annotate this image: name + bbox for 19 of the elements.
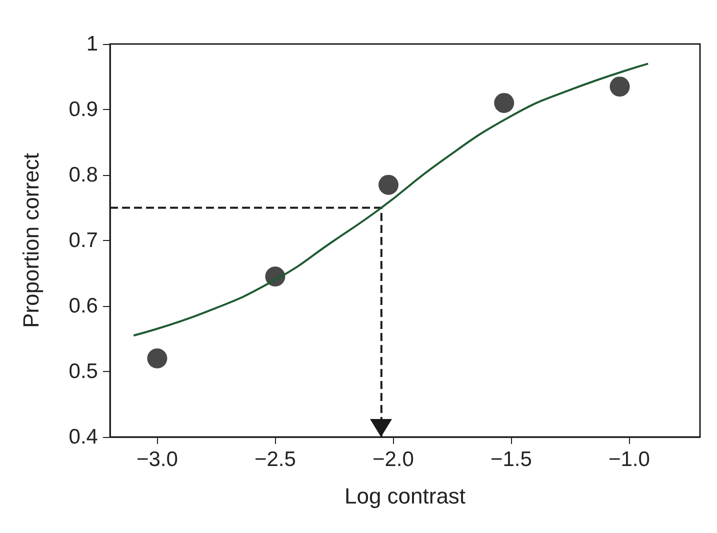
x-axis-title: Log contrast [344, 484, 466, 508]
x-tick-label: −2.5 [254, 448, 296, 471]
x-tick-label: −2.0 [372, 448, 414, 471]
y-tick-label: 0.7 [68, 229, 98, 252]
y-tick-label: 0.4 [68, 426, 98, 448]
point [378, 174, 398, 195]
y-tick-label: 0.8 [68, 164, 98, 186]
point [147, 348, 168, 368]
y-axis-title: Proportion correct [18, 153, 44, 328]
y-tick-label: 0.9 [68, 98, 98, 121]
x-tick-label: −3.0 [136, 448, 178, 471]
y-tick-label: 1 [86, 32, 98, 56]
line-series [132, 62, 650, 336]
x-tick-label: −1.5 [490, 448, 532, 471]
x-tick-label: −1.0 [608, 448, 650, 471]
y-tick-label: 0.6 [68, 294, 98, 318]
point [610, 76, 630, 97]
point [494, 92, 514, 113]
y-tick-label: 0.5 [68, 360, 98, 383]
